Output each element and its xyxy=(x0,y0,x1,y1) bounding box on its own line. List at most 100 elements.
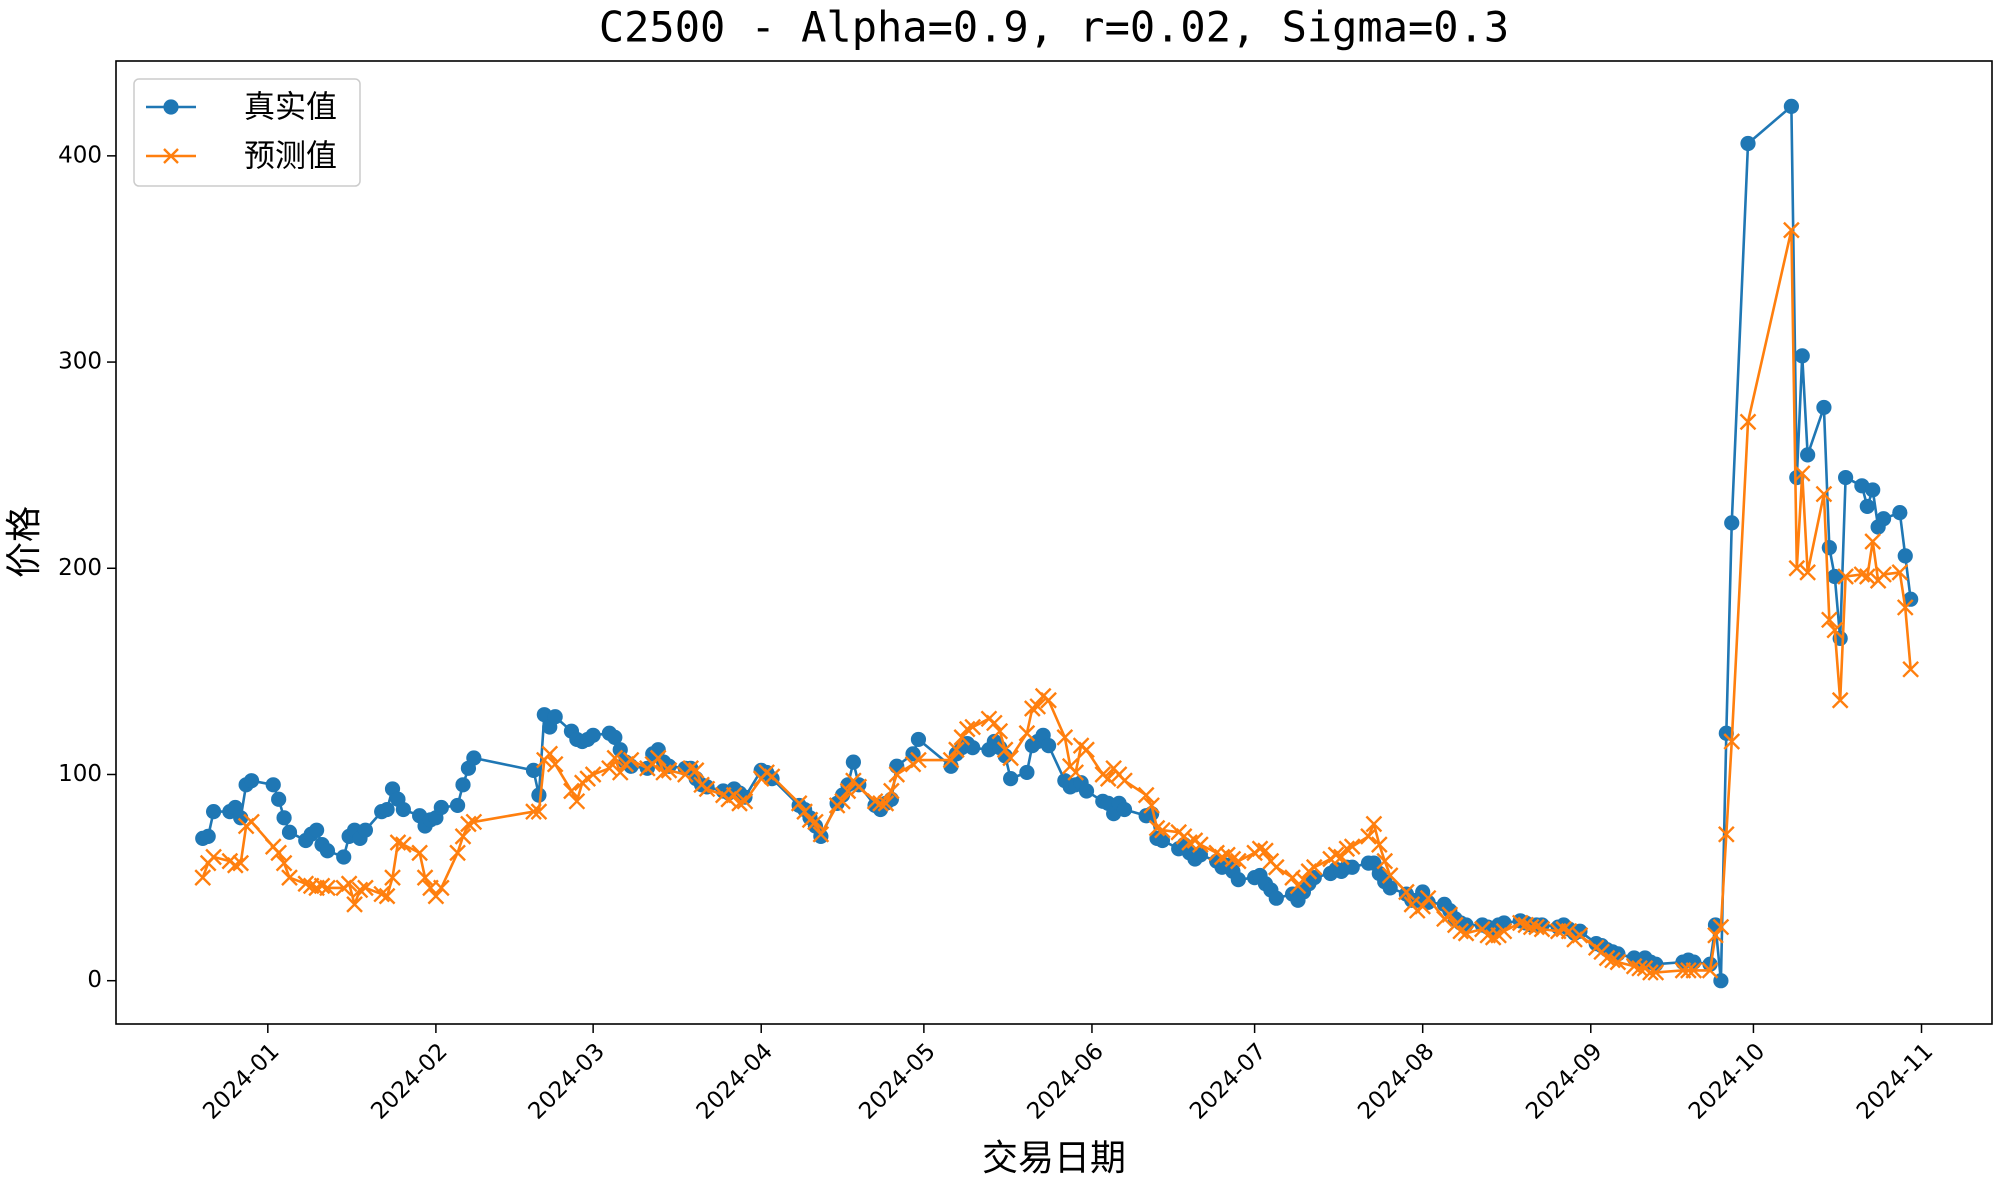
point-marker xyxy=(205,848,222,866)
point-marker xyxy=(1360,828,1377,845)
point-marker xyxy=(1511,914,1529,932)
point-marker xyxy=(736,792,754,810)
point-marker xyxy=(346,896,363,913)
point-marker xyxy=(1740,135,1756,152)
point-marker xyxy=(1859,498,1875,515)
legend-label: 真实值 xyxy=(244,90,337,126)
point-marker xyxy=(1154,821,1171,839)
point-marker xyxy=(1827,568,1843,585)
point-marker xyxy=(996,741,1014,759)
point-marker xyxy=(243,773,260,789)
point-marker xyxy=(1800,447,1816,463)
point-marker xyxy=(546,755,564,773)
point-marker xyxy=(585,727,601,743)
point-marker xyxy=(432,879,450,897)
x-tick-label: 2024-08 xyxy=(1353,1038,1439,1124)
point-marker xyxy=(336,849,352,865)
point-marker xyxy=(1896,599,1914,616)
point-marker xyxy=(1414,898,1432,915)
point-marker xyxy=(1019,764,1035,781)
point-marker xyxy=(1897,548,1913,564)
point-marker xyxy=(1820,611,1838,629)
point-marker xyxy=(465,813,483,831)
point-marker xyxy=(1284,869,1301,886)
point-marker xyxy=(958,720,976,738)
point-marker xyxy=(455,777,471,793)
x-tick-label: 2024-11 xyxy=(1852,1038,1938,1124)
point-marker xyxy=(466,750,482,766)
point-marker xyxy=(1891,564,1909,581)
point-marker xyxy=(319,879,336,897)
point-marker xyxy=(1116,772,1133,790)
point-marker xyxy=(525,803,542,820)
point-marker xyxy=(275,854,293,872)
point-marker xyxy=(1837,568,1854,585)
point-marker xyxy=(1441,906,1459,924)
point-marker xyxy=(1056,729,1074,746)
point-marker xyxy=(1148,819,1166,837)
x-axis-label: 交易日期 xyxy=(982,1138,1126,1179)
chart-title: C2500 - Alpha=0.9, r=0.02, Sigma=0.3 xyxy=(599,3,1509,52)
point-marker xyxy=(812,825,830,843)
point-marker xyxy=(281,824,298,840)
point-marker xyxy=(1327,846,1345,864)
point-marker xyxy=(1717,825,1735,843)
point-marker xyxy=(205,804,222,820)
point-marker xyxy=(606,749,624,767)
point-marker xyxy=(801,811,819,829)
point-marker xyxy=(1533,920,1551,938)
point-marker xyxy=(1003,771,1019,787)
point-marker xyxy=(449,844,466,862)
point-marker xyxy=(910,751,927,769)
point-marker xyxy=(584,766,602,783)
point-marker xyxy=(1816,399,1832,416)
point-marker xyxy=(877,795,895,812)
point-marker xyxy=(1712,918,1730,936)
point-marker xyxy=(850,778,868,796)
point-marker xyxy=(530,803,548,820)
point-marker xyxy=(1078,783,1095,799)
point-marker xyxy=(1892,504,1908,521)
point-marker xyxy=(834,792,851,810)
point-marker xyxy=(373,885,391,903)
point-marker xyxy=(1560,922,1578,940)
point-marker xyxy=(1040,691,1057,709)
point-marker xyxy=(1783,221,1800,239)
point-marker xyxy=(395,836,412,853)
point-marker xyxy=(1192,847,1208,863)
point-marker xyxy=(411,844,428,862)
point-marker xyxy=(541,745,559,763)
point-marker xyxy=(1338,840,1356,858)
point-marker xyxy=(1192,836,1209,853)
point-marker xyxy=(1642,964,1659,981)
point-marker xyxy=(964,718,982,736)
point-marker xyxy=(1723,733,1741,750)
y-tick-label: 0 xyxy=(87,967,102,993)
point-marker xyxy=(319,843,336,859)
point-marker xyxy=(1783,98,1799,114)
point-marker xyxy=(910,731,927,748)
point-marker xyxy=(948,741,965,759)
point-marker xyxy=(1875,566,1892,583)
point-marker xyxy=(1788,559,1806,577)
point-marker xyxy=(1528,918,1545,936)
point-marker xyxy=(1143,797,1160,814)
point-marker xyxy=(1370,836,1388,853)
point-marker xyxy=(1457,924,1475,942)
point-marker xyxy=(1815,485,1833,503)
x-tick-label: 2024-06 xyxy=(1022,1038,1108,1124)
point-marker xyxy=(232,854,250,872)
point-marker xyxy=(1495,922,1513,940)
point-marker xyxy=(1724,515,1740,531)
point-marker xyxy=(1257,842,1274,860)
point-marker xyxy=(991,722,1009,740)
point-marker xyxy=(1029,698,1047,715)
point-marker xyxy=(1381,867,1399,884)
y-tick-label: 400 xyxy=(58,142,102,168)
point-marker xyxy=(194,869,212,886)
point-marker xyxy=(1137,786,1155,804)
x-tick-label: 2024-02 xyxy=(366,1038,452,1124)
point-marker xyxy=(986,714,1003,732)
y-axis-label: 价格 xyxy=(4,506,45,578)
point-marker xyxy=(1099,770,1117,787)
